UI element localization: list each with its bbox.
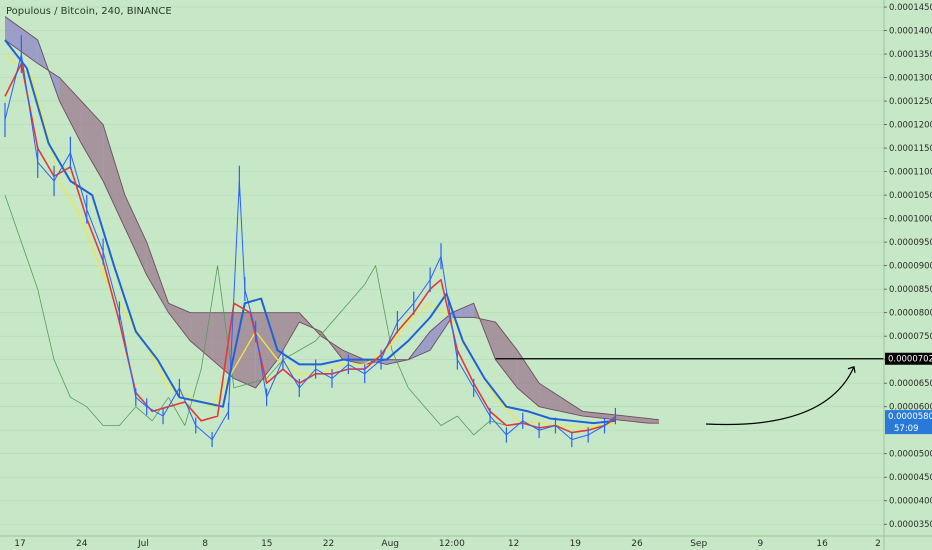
cloud-segment-25	[560, 397, 583, 417]
x-tick-label: 15	[261, 539, 272, 549]
cloud-segment-4	[103, 124, 125, 229]
cloud-segment-3	[81, 101, 104, 182]
cloud-segment-20	[451, 303, 474, 318]
x-tick-label: 24	[76, 539, 88, 549]
cloud-segment-7	[168, 303, 191, 341]
cloud-segment-26	[582, 411, 605, 419]
x-tick-label: 12:00	[439, 539, 465, 549]
cloud-segment-28	[626, 416, 649, 424]
chart-title: Populous / Bitcoin, 240, BINANCE	[6, 6, 172, 17]
cloud-segment-24	[539, 383, 561, 412]
y-tick-label: 0.0001250	[889, 97, 932, 107]
x-tick-label: 26	[631, 539, 643, 549]
y-tick-label: 0.0001150	[889, 144, 932, 154]
y-tick-label: 0.0001400	[889, 27, 932, 37]
y-tick-label: 0.0000600	[889, 403, 932, 413]
projection-arrow	[705, 366, 855, 426]
x-tick-label: Sep	[690, 539, 707, 549]
resistance-tag	[885, 352, 932, 365]
countdown-label: 57:09	[894, 424, 919, 434]
x-tick-label: 16	[816, 539, 828, 549]
y-tick-label: 0.0001050	[889, 191, 932, 201]
last-price-tag-label: 0.0000580	[888, 412, 932, 422]
cloud-segment-8	[190, 312, 213, 360]
series-layer	[4, 35, 617, 448]
y-tick-label: 0.0001000	[889, 215, 932, 225]
cloud-segment-2	[59, 77, 82, 144]
price-axis: 0.0001450 0.0001400 0.0001350 0.0001300 0.00…	[883, 0, 932, 550]
cloud-segment-22	[495, 322, 518, 388]
cloud-segment-15	[342, 350, 365, 365]
cloud-segment-9	[212, 312, 234, 379]
resistance-tag-label: 0.0000702	[888, 355, 932, 365]
cloud-segment-19	[430, 312, 452, 351]
span-b-line	[4, 39, 660, 421]
cloud-segment-12	[277, 312, 300, 360]
cloud-segment-6	[146, 242, 169, 313]
x-tick-label: 19	[570, 539, 582, 549]
y-tick-label: 0.0000950	[889, 238, 932, 248]
y-tick-label: 0.0001450	[889, 3, 932, 13]
x-tick-label: 9	[758, 539, 764, 549]
ichimoku-cloud	[4, 16, 660, 424]
x-tick-label: Jul	[137, 539, 149, 549]
y-tick-label: 0.0001200	[889, 121, 932, 131]
y-tick-label: 0.0001300	[889, 74, 932, 84]
y-tick-label: 0.0001350	[889, 50, 932, 60]
x-tick-label: Aug	[381, 539, 399, 549]
series-kijun	[4, 39, 616, 425]
y-tick-label: 0.0000350	[889, 520, 932, 530]
x-tick-label: 2	[875, 539, 881, 549]
y-tick-label: 0.0000800	[889, 309, 932, 319]
x-tick-label: 8	[202, 539, 208, 549]
x-tick-label: 12	[508, 539, 519, 549]
last-price-tag	[885, 410, 932, 435]
projection-arrow-head	[847, 365, 856, 373]
time-axis: 17 24 Jul 8 15 22 Aug 12:00 12 19 26 Sep 9 16 2	[0, 535, 932, 549]
y-tick-label: 0.0000450	[889, 473, 932, 483]
x-tick-label: 22	[323, 539, 334, 549]
y-tick-label: 0.0000750	[889, 332, 932, 342]
y-tick-label: 0.0000500	[889, 450, 932, 460]
y-tick-label: 0.0000650	[889, 379, 932, 389]
y-tick-label: 0.0000400	[889, 497, 932, 507]
series-lagging	[4, 194, 507, 436]
x-tick-label: 17	[14, 539, 25, 549]
levels-layer	[495, 358, 884, 426]
y-tick-label: 0.0000850	[889, 285, 932, 295]
cloud-segment-5	[124, 195, 147, 276]
y-tick-label: 0.0001100	[889, 168, 932, 178]
y-tick-label: 0.0000900	[889, 262, 932, 272]
